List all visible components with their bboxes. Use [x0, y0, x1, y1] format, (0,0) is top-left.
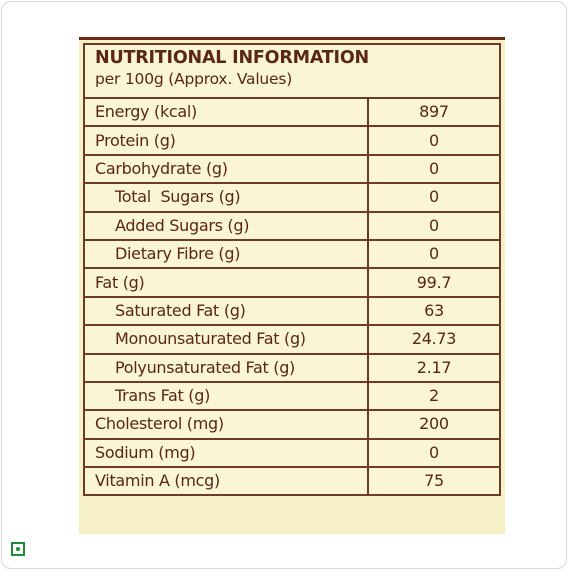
- panel-top-border: [79, 37, 505, 40]
- panel-subtitle: per 100g (Approx. Values): [95, 70, 293, 88]
- nutrient-value: 24.73: [367, 324, 501, 355]
- nutrient-value: 75: [367, 466, 501, 497]
- table-row: Energy (kcal) 897: [83, 96, 501, 128]
- table-header: NUTRITIONAL INFORMATION per 100g (Approx…: [83, 43, 501, 99]
- nutrient-sublabel: Polyunsaturated Fat (g): [83, 352, 369, 383]
- nutrient-sublabel: Dietary Fibre (g): [83, 238, 369, 270]
- panel-title: NUTRITIONAL INFORMATION: [95, 48, 369, 68]
- nutrient-sublabel: Monounsaturated Fat (g): [83, 324, 369, 355]
- nutrient-label: Carbohydrate (g): [83, 153, 369, 185]
- table-row: Dietary Fibre (g) 0: [83, 238, 501, 270]
- nutrient-value: 0: [367, 125, 501, 156]
- nutrient-value: 0: [367, 182, 501, 213]
- nutrition-panel: NUTRITIONAL INFORMATION per 100g (Approx…: [79, 37, 505, 534]
- table-row: Total Sugars (g) 0: [83, 182, 501, 213]
- nutrient-label: Cholesterol (mg): [83, 409, 369, 440]
- nutrient-value: 2.17: [367, 352, 501, 383]
- table-row: Protein (g) 0: [83, 125, 501, 156]
- nutrient-value: 0: [367, 238, 501, 270]
- table-header-row: NUTRITIONAL INFORMATION per 100g (Approx…: [83, 43, 501, 99]
- nutrient-value: 99.7: [367, 267, 501, 298]
- nutrient-label: Energy (kcal): [83, 96, 369, 128]
- nutrient-sublabel: Added Sugars (g): [83, 210, 369, 241]
- nutrient-label: Protein (g): [83, 125, 369, 156]
- nutrient-sublabel: Total Sugars (g): [83, 182, 369, 213]
- table-row: Sodium (mg) 0: [83, 437, 501, 469]
- table-row: Polyunsaturated Fat (g) 2.17: [83, 352, 501, 383]
- table-row: Saturated Fat (g) 63: [83, 295, 501, 327]
- table-row: Vitamin A (mcg) 75: [83, 466, 501, 497]
- veg-mark-icon: [11, 542, 25, 556]
- nutrient-value: 0: [367, 153, 501, 185]
- table-row: Trans Fat (g) 2: [83, 380, 501, 412]
- veg-dot-icon: [16, 547, 20, 551]
- nutrient-value: 63: [367, 295, 501, 327]
- nutrient-sublabel: Saturated Fat (g): [83, 295, 369, 327]
- nutrition-table: NUTRITIONAL INFORMATION per 100g (Approx…: [83, 43, 501, 497]
- table-row: Added Sugars (g) 0: [83, 210, 501, 241]
- table-row: Fat (g) 99.7: [83, 267, 501, 298]
- nutrient-value: 2: [367, 380, 501, 412]
- table-row: Monounsaturated Fat (g) 24.73: [83, 324, 501, 355]
- table-row: Cholesterol (mg) 200: [83, 409, 501, 440]
- nutrient-label: Sodium (mg): [83, 437, 369, 469]
- nutrient-value: 897: [367, 96, 501, 128]
- nutrient-value: 200: [367, 409, 501, 440]
- nutrient-value: 0: [367, 437, 501, 469]
- nutrient-value: 0: [367, 210, 501, 241]
- nutrient-sublabel: Trans Fat (g): [83, 380, 369, 412]
- nutrient-label: Vitamin A (mcg): [83, 466, 369, 497]
- table-row: Carbohydrate (g) 0: [83, 153, 501, 185]
- nutrient-label: Fat (g): [83, 267, 369, 298]
